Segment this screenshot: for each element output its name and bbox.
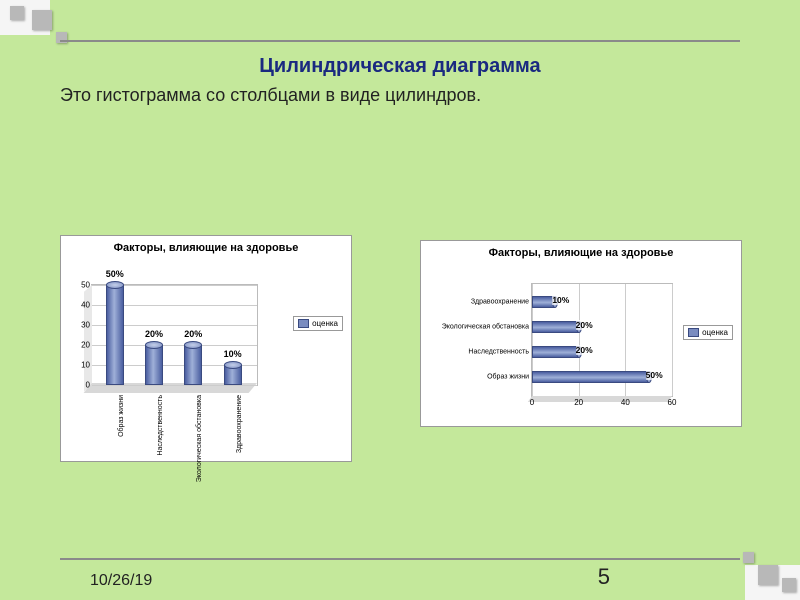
chart-left-legend: оценка	[293, 316, 343, 331]
y-category-label: Наследственность	[468, 349, 532, 356]
decor-square	[758, 565, 778, 585]
bar-value-label: 20%	[181, 329, 205, 339]
bar-value-label: 20%	[142, 329, 166, 339]
x-tick: 60	[668, 396, 677, 407]
bar-value-label: 20%	[576, 345, 593, 355]
y-category-label: Экологическая обстановка	[442, 324, 532, 331]
y-tick: 0	[76, 381, 92, 390]
chart-left-title: Факторы, влияющие на здоровье	[61, 236, 351, 254]
bar-value-label: 20%	[576, 320, 593, 330]
cylinder-bar: 10%	[224, 361, 242, 385]
footer-page: 5	[598, 564, 610, 590]
y-tick: 10	[76, 361, 92, 370]
y-category-label: Здравоохранение	[471, 299, 532, 306]
footer-date: 10/26/19	[90, 572, 152, 590]
x-category-label: Здравоохранение	[236, 395, 243, 453]
decor-square	[10, 6, 24, 20]
y-tick: 20	[76, 341, 92, 350]
decor-square	[32, 10, 52, 30]
bar-value-label: 10%	[221, 349, 245, 359]
gridline	[672, 284, 673, 396]
cylinder-bar: 50%	[106, 281, 124, 385]
x-tick: 20	[574, 396, 583, 407]
slide-title: Цилиндрическая диаграмма	[0, 55, 800, 78]
cylinder-bar: 20%	[532, 346, 582, 358]
legend-swatch	[688, 328, 699, 337]
chart-left-plot: 0102030405050%Образ жизни20%Наследственн…	[91, 284, 258, 386]
chart-right-legend: оценка	[683, 325, 733, 340]
chart-right-plot: 020406010%Здравоохранение20%Экологическа…	[531, 283, 673, 397]
cylinder-bar: 20%	[145, 341, 163, 385]
x-category-label: Образ жизни	[118, 395, 125, 437]
x-tick: 40	[621, 396, 630, 407]
cylinder-bar: 50%	[532, 371, 652, 383]
slide-subtitle: Это гистограмма со столбцами в виде цили…	[60, 85, 740, 106]
vertical-cylinder-chart: Факторы, влияющие на здоровье 0102030405…	[60, 235, 352, 462]
bar-value-label: 50%	[646, 370, 663, 380]
y-category-label: Образ жизни	[487, 374, 532, 381]
cylinder-bar: 20%	[184, 341, 202, 385]
cylinder-bar: 20%	[532, 321, 582, 333]
y-tick: 40	[76, 301, 92, 310]
bar-value-label: 50%	[103, 269, 127, 279]
y-tick: 30	[76, 321, 92, 330]
legend-label: оценка	[702, 328, 728, 337]
top-divider	[60, 40, 740, 42]
legend-swatch	[298, 319, 309, 328]
decor-square	[743, 552, 754, 563]
y-tick: 50	[76, 281, 92, 290]
x-category-label: Наследственность	[157, 395, 164, 456]
x-category-label: Экологическая обстановка	[196, 395, 203, 482]
bottom-divider	[60, 558, 740, 560]
cylinder-bar: 10%	[532, 296, 558, 308]
gridline	[92, 385, 257, 386]
decor-square	[782, 578, 796, 592]
chart-right-title: Факторы, влияющие на здоровье	[421, 241, 741, 259]
legend-label: оценка	[312, 319, 338, 328]
x-tick: 0	[530, 396, 534, 407]
horizontal-cylinder-chart: Факторы, влияющие на здоровье 020406010%…	[420, 240, 742, 427]
bar-value-label: 10%	[552, 295, 569, 305]
